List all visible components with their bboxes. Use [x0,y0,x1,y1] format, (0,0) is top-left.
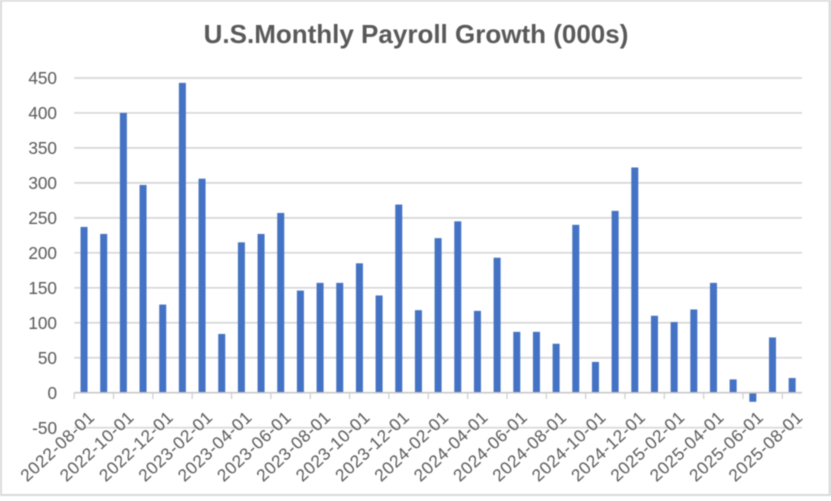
svg-text:200: 200 [28,243,57,263]
svg-text:150: 150 [28,278,57,298]
svg-text:U.S.Monthly Payroll Growth (00: U.S.Monthly Payroll Growth (000s) [204,19,629,49]
svg-text:100: 100 [28,313,57,333]
svg-text:0: 0 [47,383,57,403]
svg-text:300: 300 [28,173,57,193]
svg-text:-50: -50 [32,418,57,438]
svg-text:50: 50 [38,348,57,368]
svg-text:350: 350 [28,138,57,158]
svg-text:250: 250 [28,208,57,228]
svg-text:450: 450 [28,68,57,88]
svg-text:400: 400 [28,103,57,123]
